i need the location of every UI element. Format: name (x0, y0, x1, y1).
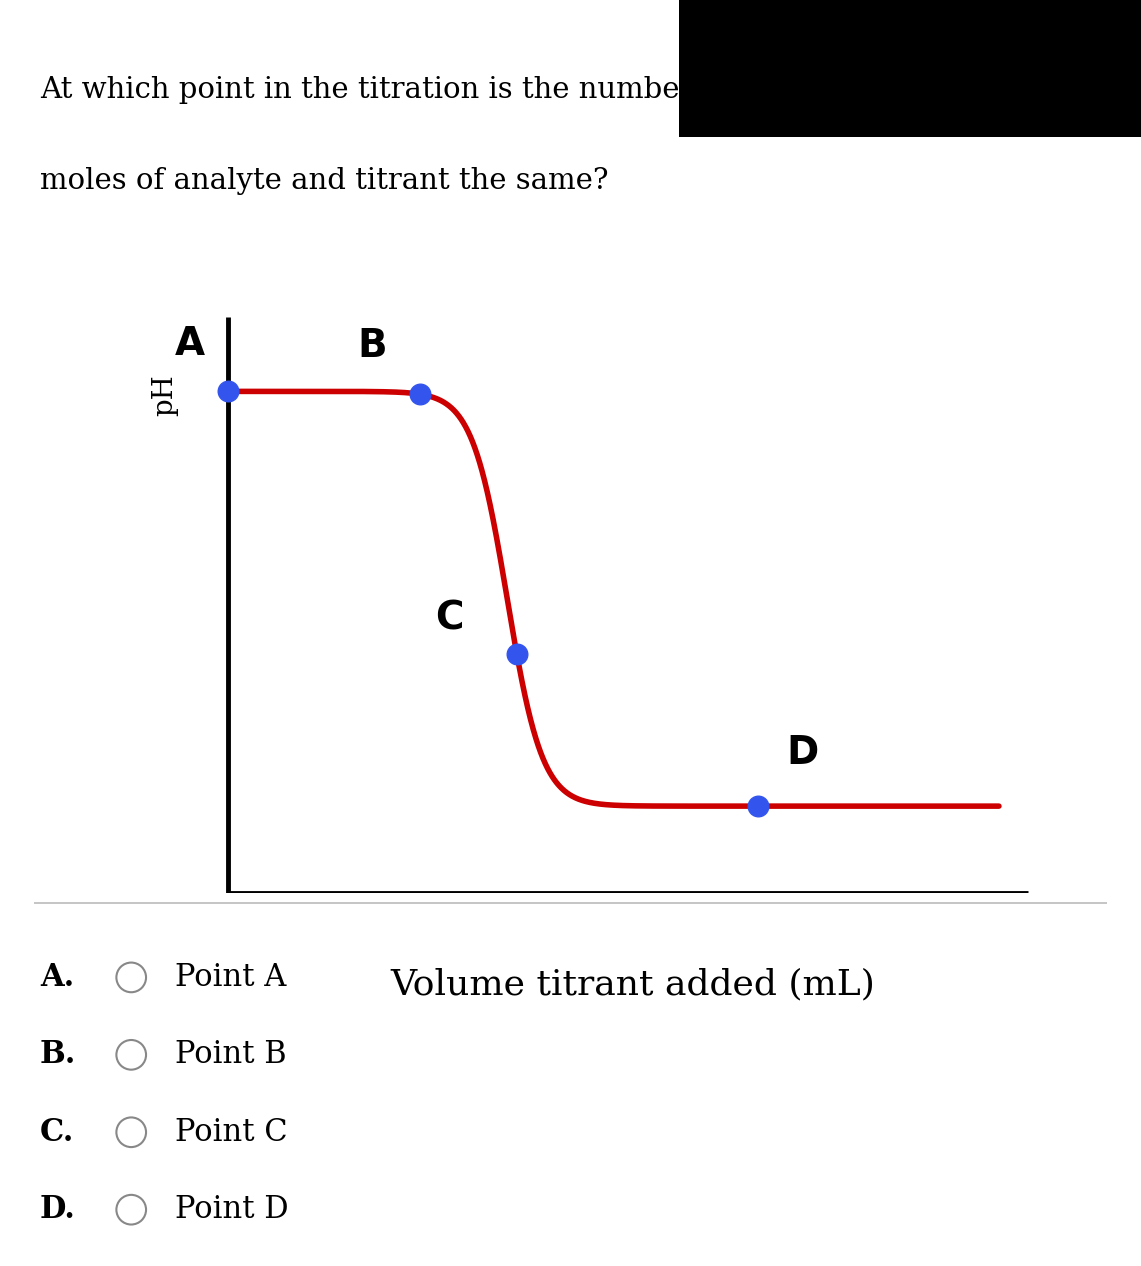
Point (508, 644, 526, 665)
Text: A: A (175, 324, 204, 362)
Text: D.: D. (40, 1194, 75, 1225)
Text: B: B (358, 328, 388, 366)
Text: At which point in the titration is the number of: At which point in the titration is the n… (40, 76, 731, 104)
Text: Point C: Point C (175, 1117, 288, 1148)
Text: Point A: Point A (175, 962, 286, 993)
Text: pH: pH (152, 375, 178, 415)
Point (219, 381, 237, 401)
Point (411, 384, 429, 404)
Text: C.: C. (40, 1117, 74, 1148)
Text: B.: B. (40, 1039, 76, 1070)
Bar (679, 0, 1141, 137)
Text: A.: A. (40, 962, 74, 993)
Text: C: C (435, 599, 463, 637)
Text: Point D: Point D (175, 1194, 289, 1225)
Point (748, 796, 767, 817)
Text: Point B: Point B (175, 1039, 286, 1070)
Text: D: D (787, 733, 819, 771)
Text: moles of analyte and titrant the same?: moles of analyte and titrant the same? (40, 167, 608, 195)
Text: Volume titrant added (mL): Volume titrant added (mL) (390, 967, 875, 1001)
